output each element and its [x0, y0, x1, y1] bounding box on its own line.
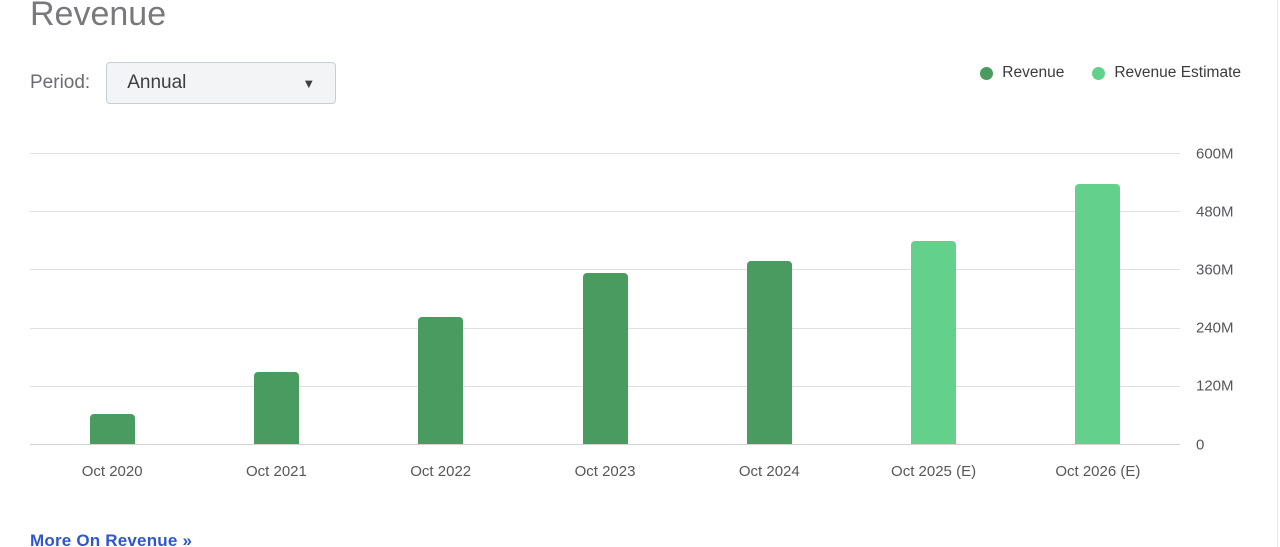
- bar-oct-2021[interactable]: [253, 372, 299, 444]
- gridline: [30, 211, 1180, 213]
- bar-oct-2024[interactable]: [746, 260, 792, 444]
- period-dropdown-value: Annual: [127, 72, 187, 93]
- y-tick-label: 360M: [1196, 261, 1234, 279]
- x-tick-label: Oct 2022: [410, 463, 472, 480]
- y-tick-label: 600M: [1196, 145, 1234, 162]
- bar-oct-2023[interactable]: [582, 272, 628, 444]
- legend-item-revenue[interactable]: Revenue: [980, 64, 1064, 82]
- container-right-border: [1277, 0, 1278, 547]
- x-axis-baseline: [30, 444, 1180, 445]
- period-label: Period:: [30, 72, 91, 93]
- bar-oct-2025-e[interactable]: [911, 241, 957, 444]
- page-title: Revenue: [30, 0, 167, 33]
- gridline: [30, 269, 1180, 271]
- legend-dot-icon: [1092, 66, 1106, 80]
- legend-label: Revenue: [1002, 64, 1065, 81]
- period-controls: Period: Annual ▼: [30, 62, 337, 104]
- more-on-revenue-link[interactable]: More On Revenue »: [30, 531, 193, 547]
- chevron-down-icon: ▼: [302, 75, 316, 91]
- x-tick-label: Oct 2020: [81, 463, 143, 480]
- y-tick-label: 240M: [1196, 319, 1234, 337]
- y-tick-label: 120M: [1196, 377, 1234, 395]
- y-tick-label: 0: [1196, 436, 1205, 453]
- gridline: [30, 153, 1180, 154]
- legend-label: Revenue Estimate: [1114, 64, 1241, 81]
- bar-oct-2020[interactable]: [89, 413, 135, 444]
- x-tick-label: Oct 2024: [738, 463, 800, 480]
- chart-legend: Revenue Revenue Estimate: [980, 64, 1241, 82]
- x-tick-label: Oct 2026 (E): [1055, 463, 1141, 480]
- legend-dot-icon: [980, 66, 994, 80]
- x-tick-label: Oct 2021: [245, 463, 307, 480]
- legend-item-revenue-estimate[interactable]: Revenue Estimate: [1092, 64, 1241, 82]
- bar-oct-2026-e[interactable]: [1075, 183, 1121, 444]
- period-dropdown[interactable]: Annual ▼: [106, 62, 337, 104]
- x-tick-label: Oct 2025 (E): [891, 463, 977, 480]
- y-tick-label: 480M: [1196, 203, 1234, 221]
- bar-oct-2022[interactable]: [418, 317, 464, 444]
- x-tick-label: Oct 2023: [574, 463, 636, 480]
